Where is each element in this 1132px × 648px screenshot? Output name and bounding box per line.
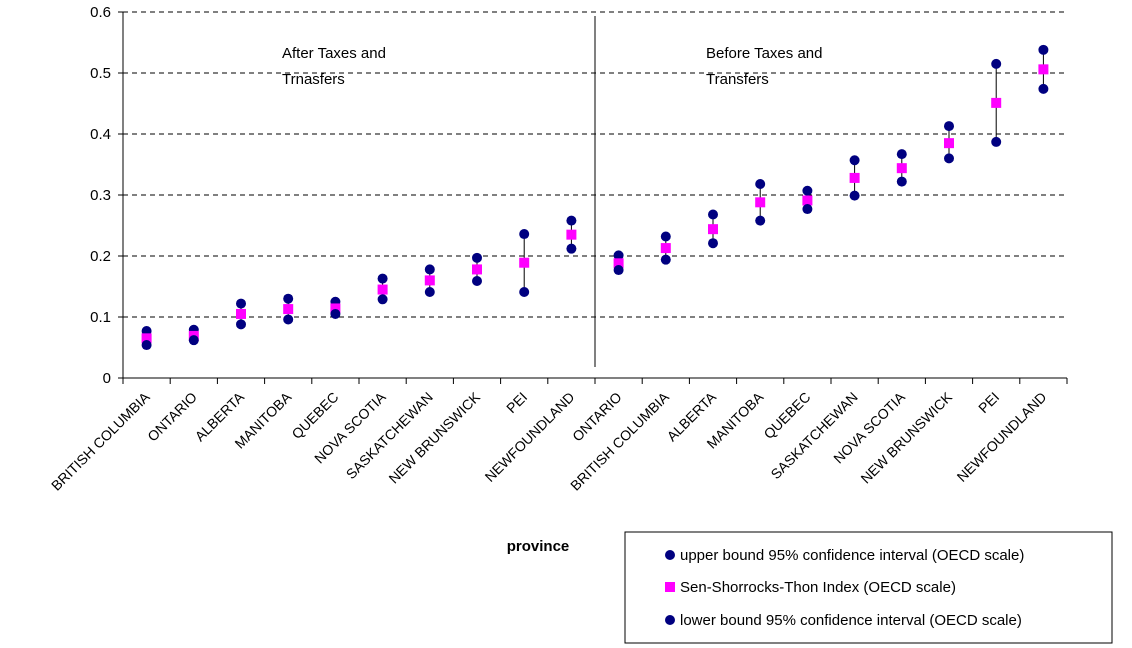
legend-label-lower: lower bound 95% confidence interval (OEC… <box>680 612 1022 629</box>
lower-bound-point <box>519 286 530 297</box>
index-point <box>519 257 530 268</box>
index-point <box>802 195 813 206</box>
lower-bound-point <box>849 190 860 201</box>
y-tick-label: 0.4 <box>90 126 111 143</box>
upper-bound-point <box>283 293 294 304</box>
annotation-line: Transfers <box>706 71 769 88</box>
x-category-label: SASKATCHEWAN <box>343 389 436 482</box>
upper-bound-point <box>236 298 246 309</box>
index-point <box>613 258 624 269</box>
upper-bound-point <box>613 250 624 261</box>
legend-marker-lower <box>665 615 675 625</box>
index-point <box>424 275 435 286</box>
x-category-label: SASKATCHEWAN <box>767 389 860 482</box>
index-point <box>566 229 577 240</box>
legend-label-upper: upper bound 95% confidence interval (OEC… <box>680 547 1024 564</box>
upper-bound-point <box>755 179 766 190</box>
lower-bound-point <box>802 204 813 215</box>
index-point <box>330 303 341 314</box>
y-axis-ticks: 0 0.1 0.2 0.3 0.4 0.5 0.6 <box>90 4 123 387</box>
index-point <box>660 243 671 254</box>
x-category-label: NEWFOUNDLAND <box>482 389 578 485</box>
x-category-label: PEI <box>503 389 530 416</box>
upper-bound-point <box>1038 44 1049 55</box>
upper-bound-point <box>802 185 813 196</box>
lower-bound-point <box>330 308 341 319</box>
lower-bound-point <box>660 254 671 265</box>
upper-bound-point <box>660 231 671 242</box>
lower-bound-point <box>755 215 766 226</box>
lower-bound-point <box>896 176 907 187</box>
index-point <box>755 197 766 208</box>
index-point <box>944 138 954 149</box>
annotation-line: Before Taxes and <box>706 45 822 62</box>
index-point <box>991 97 1002 108</box>
legend: upper bound 95% confidence interval (OEC… <box>624 531 1113 644</box>
index-point <box>283 304 294 315</box>
data-points <box>141 44 1049 351</box>
index-point <box>141 333 152 344</box>
index-point <box>472 264 482 275</box>
x-category-label: BRITISH COLUMBIA <box>48 388 153 493</box>
upper-bound-point <box>424 264 435 275</box>
lower-bound-point <box>188 335 199 346</box>
index-point <box>849 172 860 183</box>
y-tick-label: 0.2 <box>90 248 111 265</box>
index-point <box>708 224 718 235</box>
legend-marker-index <box>665 582 675 592</box>
lower-bound-point <box>141 340 152 351</box>
annotation-after-taxes: After Taxes and Trnasfers <box>282 45 390 88</box>
legend-label-index: Sen-Shorrocks-Thon Index (OECD scale) <box>680 579 956 596</box>
upper-bound-point <box>896 149 907 160</box>
upper-bound-point <box>944 121 954 132</box>
lower-bound-point <box>1038 83 1049 94</box>
lower-bound-point <box>991 136 1002 147</box>
lower-bound-point <box>283 314 294 325</box>
upper-bound-point <box>472 252 482 263</box>
x-category-label: ONTARIO <box>144 389 200 445</box>
lower-bound-point <box>377 294 388 305</box>
index-point <box>377 284 388 295</box>
upper-bound-point <box>991 58 1002 69</box>
annotation-line: After Taxes and <box>282 45 386 62</box>
annotation-line: Trnasfers <box>282 71 345 88</box>
index-point <box>236 308 246 319</box>
annotation-before-taxes: Before Taxes and Transfers <box>706 45 827 88</box>
lower-bound-point <box>566 243 577 254</box>
index-point <box>1038 64 1049 75</box>
lower-bound-point <box>472 276 482 287</box>
y-tick-label: 0.3 <box>90 187 111 204</box>
x-category-label: NEW BRUNSWICK <box>385 388 483 486</box>
axes <box>122 12 1068 384</box>
x-category-label: NEWFOUNDLAND <box>954 389 1050 485</box>
index-point <box>896 163 907 174</box>
y-tick-label: 0.5 <box>90 65 111 82</box>
x-axis-label: province <box>507 538 570 555</box>
upper-bound-point <box>566 215 577 226</box>
x-category-label: NEW BRUNSWICK <box>857 388 955 486</box>
upper-bound-point <box>849 155 860 166</box>
upper-bound-point <box>708 209 718 220</box>
lower-bound-point <box>944 153 954 164</box>
y-tick-label: 0.1 <box>90 309 111 326</box>
lower-bound-point <box>613 265 624 276</box>
lower-bound-point <box>708 238 718 249</box>
y-tick-label: 0 <box>103 370 111 387</box>
legend-marker-upper <box>665 550 675 560</box>
legend-box <box>624 531 1113 644</box>
x-axis-categories: BRITISH COLUMBIAONTARIOALBERTAMANITOBAQU… <box>48 388 1050 493</box>
lower-bound-point <box>236 319 246 330</box>
y-tick-label: 0.6 <box>90 4 111 21</box>
x-category-label: PEI <box>975 389 1002 416</box>
upper-bound-point <box>519 229 530 240</box>
upper-bound-point <box>377 273 388 284</box>
lower-bound-point <box>424 286 435 297</box>
